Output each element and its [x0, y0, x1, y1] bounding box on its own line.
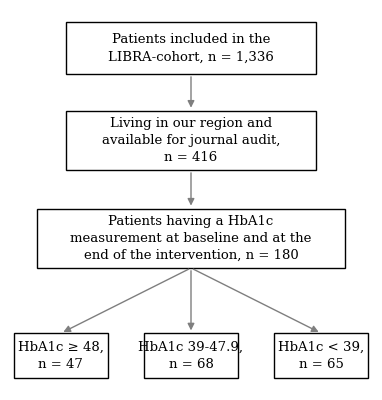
Text: HbA1c ≥ 48,
n = 47: HbA1c ≥ 48, n = 47: [18, 340, 104, 370]
Text: Patients included in the
LIBRA-cohort, n = 1,336: Patients included in the LIBRA-cohort, n…: [108, 33, 274, 63]
FancyBboxPatch shape: [274, 334, 368, 378]
Text: Living in our region and
available for journal audit,
n = 416: Living in our region and available for j…: [102, 117, 280, 164]
FancyBboxPatch shape: [14, 334, 108, 378]
FancyBboxPatch shape: [37, 209, 345, 268]
FancyBboxPatch shape: [144, 334, 238, 378]
Text: HbA1c < 39,
n = 65: HbA1c < 39, n = 65: [278, 340, 364, 370]
Text: Patients having a HbA1c
measurement at baseline and at the
end of the interventi: Patients having a HbA1c measurement at b…: [70, 215, 312, 262]
Text: HbA1c 39-47.9,
n = 68: HbA1c 39-47.9, n = 68: [139, 340, 243, 370]
FancyBboxPatch shape: [66, 22, 316, 74]
FancyBboxPatch shape: [66, 111, 316, 170]
